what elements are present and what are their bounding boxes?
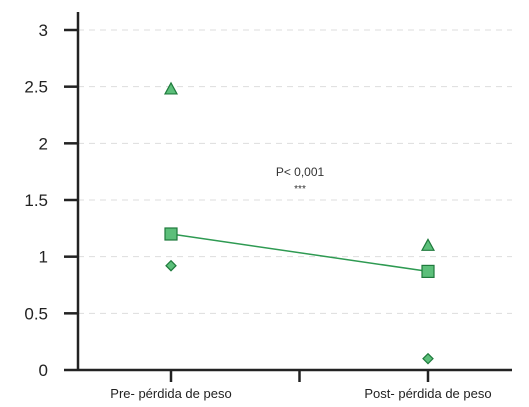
y-tick-label: 1 bbox=[39, 248, 48, 267]
series bbox=[163, 81, 436, 365]
diamond-marker bbox=[165, 259, 177, 272]
x-category-label: Post- pérdida de peso bbox=[364, 386, 491, 401]
x-category-label: Pre- pérdida de peso bbox=[110, 386, 231, 401]
series-line bbox=[170, 233, 429, 273]
triangle-marker bbox=[420, 238, 436, 251]
y-tick-label: 2.5 bbox=[24, 78, 48, 97]
triangle-marker bbox=[163, 81, 179, 95]
y-tick-label: 2 bbox=[39, 134, 48, 153]
significance-stars: *** bbox=[294, 184, 306, 195]
square-marker bbox=[421, 264, 435, 278]
diamond-marker bbox=[422, 352, 434, 365]
square-marker bbox=[164, 227, 178, 241]
tick-labels: 0 0.5 1 1.5 2 2.5 3 Pre- pérdida de peso Post- p… bbox=[24, 21, 491, 401]
p-value-annotation: P< 0,001 bbox=[276, 165, 325, 179]
y-tick-label: 0.5 bbox=[24, 304, 48, 323]
y-tick-label: 0 bbox=[39, 361, 48, 380]
y-tick-label: 3 bbox=[39, 21, 48, 40]
axes bbox=[64, 12, 512, 382]
y-tick-label: 1.5 bbox=[24, 191, 48, 210]
